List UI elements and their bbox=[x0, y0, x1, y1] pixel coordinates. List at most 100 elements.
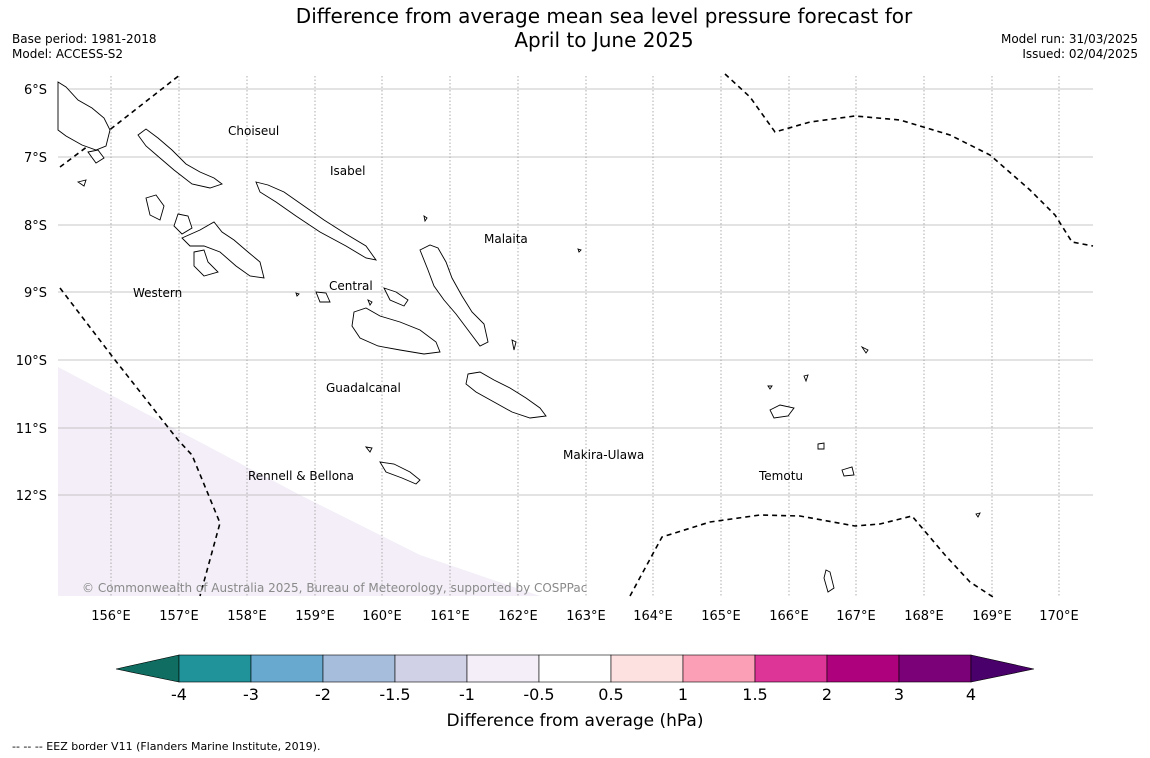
ndeni-island bbox=[769, 404, 795, 419]
province-label-guadalcanal: Guadalcanal bbox=[326, 381, 401, 395]
lat-label: 6°S bbox=[24, 83, 47, 98]
small-islet bbox=[767, 385, 773, 390]
rendova-island bbox=[193, 249, 219, 277]
lon-label: 159°E bbox=[295, 609, 335, 624]
lat-label: 8°S bbox=[24, 219, 47, 234]
shortland-island bbox=[76, 179, 87, 187]
small-islet bbox=[423, 215, 428, 223]
small-islet bbox=[295, 292, 300, 297]
colorbar-label: Difference from average (hPa) bbox=[447, 711, 704, 731]
province-label-central: Central bbox=[329, 279, 373, 293]
colorbar-segment bbox=[538, 654, 612, 683]
sikaiana-island bbox=[577, 248, 582, 253]
bellona-island bbox=[364, 446, 373, 453]
model-run: Model run: 31/03/2025 bbox=[1000, 32, 1138, 46]
lon-label: 164°E bbox=[633, 609, 673, 624]
savo-island bbox=[367, 299, 373, 306]
rennell-island bbox=[379, 461, 421, 485]
makira-island bbox=[465, 371, 547, 419]
eez-footnote: -- -- -- EEZ border V11 (Flanders Marine… bbox=[12, 740, 321, 753]
colorbar-tick: 4 bbox=[966, 685, 976, 704]
province-label-choiseul: Choiseul bbox=[228, 124, 279, 138]
title-line-1: Difference from average mean sea level p… bbox=[295, 4, 913, 28]
choiseul-island bbox=[137, 128, 223, 189]
province-label-rennell-bellona: Rennell & Bellona bbox=[248, 469, 354, 483]
vella-lavella-island bbox=[145, 194, 165, 221]
colorbar-segment bbox=[898, 654, 972, 683]
colorbar-segment bbox=[826, 654, 900, 683]
lon-label: 167°E bbox=[836, 609, 876, 624]
colorbar-tick: -1 bbox=[459, 685, 475, 704]
model-name: Model: ACCESS-S2 bbox=[12, 47, 124, 61]
malaita-island bbox=[419, 244, 489, 347]
new-georgia-island bbox=[181, 221, 265, 279]
lon-label: 158°E bbox=[227, 609, 267, 624]
colorbar-ticks: -4 -3 -2 -1.5 -1 -0.5 0.5 1 1.5 2 3 4 bbox=[171, 685, 976, 704]
nggela-islands bbox=[383, 287, 409, 307]
lon-label: 160°E bbox=[362, 609, 402, 624]
lat-label: 12°S bbox=[16, 489, 47, 504]
lon-label: 166°E bbox=[769, 609, 809, 624]
lon-axis-labels: 156°E 157°E 158°E 159°E 160°E 161°E 162°… bbox=[91, 609, 1079, 624]
russell-islands bbox=[315, 291, 331, 303]
lat-label: 7°S bbox=[24, 151, 47, 166]
lon-label: 170°E bbox=[1039, 609, 1079, 624]
lon-label: 156°E bbox=[91, 609, 131, 624]
colorbar-tick: 1.5 bbox=[742, 685, 767, 704]
colorbar-high-extension bbox=[970, 654, 1035, 683]
utupua-island bbox=[817, 442, 825, 450]
ulawa-island bbox=[511, 339, 517, 351]
coastlines bbox=[57, 81, 981, 593]
copyright-notice: © Commonwealth of Australia 2025, Bureau… bbox=[82, 581, 587, 595]
province-label-temotu: Temotu bbox=[758, 469, 803, 483]
province-label-isabel: Isabel bbox=[330, 164, 365, 178]
lon-label: 161°E bbox=[430, 609, 470, 624]
run-info: Model run: 31/03/2025 Issued: 02/04/2025 bbox=[1001, 32, 1138, 62]
lon-label: 162°E bbox=[498, 609, 538, 624]
lon-label: 168°E bbox=[904, 609, 944, 624]
eez-border bbox=[59, 73, 1094, 598]
lat-axis-labels: 6°S 7°S 8°S 9°S 10°S 11°S 12°S bbox=[16, 83, 47, 504]
isabel-island bbox=[255, 181, 378, 261]
colorbar-segment bbox=[682, 654, 756, 683]
buka-island bbox=[87, 149, 105, 164]
colorbar-segment bbox=[250, 654, 324, 683]
colorbar-tick: -2 bbox=[315, 685, 331, 704]
colorbar-segment bbox=[394, 654, 468, 683]
anuta-island bbox=[823, 569, 835, 593]
lon-label: 169°E bbox=[972, 609, 1012, 624]
tikopia-island bbox=[975, 512, 981, 518]
colorbar-tick: -4 bbox=[171, 685, 187, 704]
colorbar-tick: 2 bbox=[822, 685, 832, 704]
map-panel: 6°S 7°S 8°S 9°S 10°S 11°S 12°S 156°E 157… bbox=[16, 73, 1094, 624]
base-info: Base period: 1981-2018 Model: ACCESS-S2 bbox=[12, 32, 157, 62]
colorbar: -4 -3 -2 -1.5 -1 -0.5 0.5 1 1.5 2 3 4 Di… bbox=[115, 654, 1035, 731]
colorbar-tick: -1.5 bbox=[379, 685, 410, 704]
reef-islands bbox=[803, 374, 809, 383]
bougainville-island bbox=[57, 81, 111, 151]
map-title: Difference from average mean sea level p… bbox=[0, 4, 1150, 52]
colorbar-segment bbox=[322, 654, 396, 683]
colorbar-tick: 0.5 bbox=[598, 685, 623, 704]
province-label-western: Western bbox=[133, 286, 182, 300]
lon-label: 165°E bbox=[701, 609, 741, 624]
colorbar-segment bbox=[754, 654, 828, 683]
guadalcanal-island bbox=[351, 307, 441, 355]
province-label-malaita: Malaita bbox=[484, 232, 528, 246]
duff-islands bbox=[860, 345, 869, 354]
lat-label: 10°S bbox=[16, 354, 47, 369]
colorbar-tick: 3 bbox=[894, 685, 904, 704]
kolombangara-island bbox=[173, 213, 193, 235]
colorbar-segment bbox=[466, 654, 540, 683]
province-labels: Choiseul Isabel Malaita Western Central … bbox=[133, 124, 803, 483]
colorbar-tick: -0.5 bbox=[523, 685, 554, 704]
colorbar-tick: 1 bbox=[678, 685, 688, 704]
lon-label: 163°E bbox=[566, 609, 606, 624]
base-period: Base period: 1981-2018 bbox=[12, 32, 157, 46]
colorbar-segment bbox=[610, 654, 684, 683]
title-line-2: April to June 2025 bbox=[514, 28, 694, 52]
lat-label: 11°S bbox=[16, 422, 47, 437]
lon-label: 157°E bbox=[159, 609, 199, 624]
colorbar-segment bbox=[178, 654, 252, 683]
province-label-makira-ulawa: Makira-Ulawa bbox=[563, 448, 644, 462]
